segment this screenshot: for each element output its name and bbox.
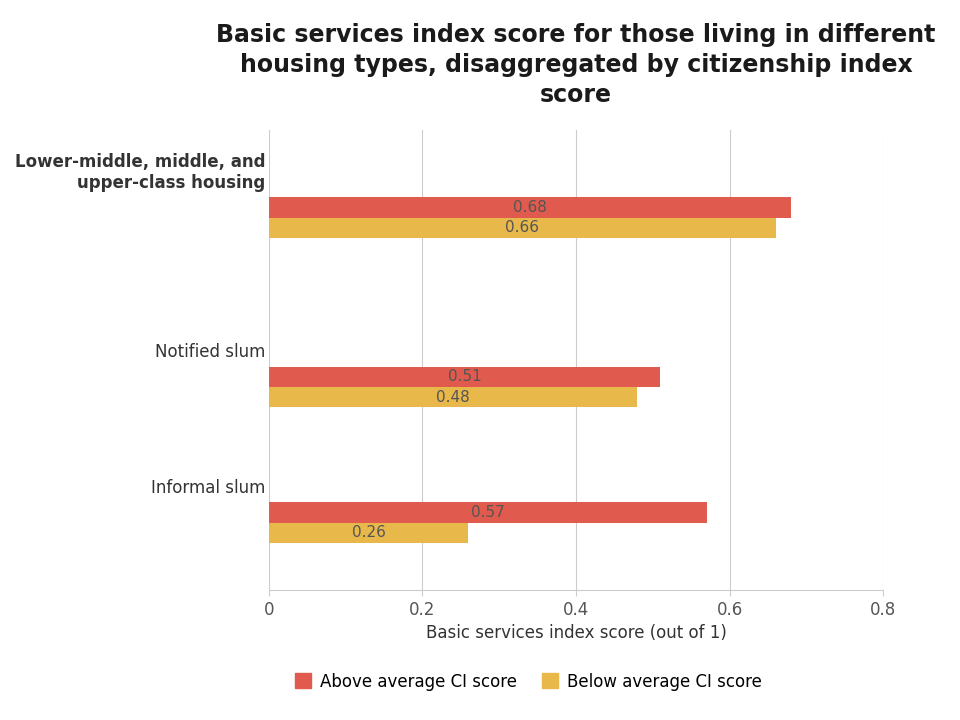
Text: 0.66: 0.66: [505, 220, 540, 235]
Text: 0.57: 0.57: [470, 505, 505, 520]
Title: Basic services index score for those living in different
housing types, disaggre: Basic services index score for those liv…: [216, 24, 936, 107]
Text: Notified slum: Notified slum: [156, 343, 266, 361]
Bar: [269, 523, 468, 543]
Text: 0.26: 0.26: [351, 526, 386, 540]
Text: 0.68: 0.68: [513, 200, 547, 215]
Bar: [269, 366, 660, 387]
Text: 0.48: 0.48: [436, 390, 470, 405]
Bar: [269, 503, 707, 523]
Bar: [269, 387, 637, 408]
Text: 0.51: 0.51: [447, 369, 482, 384]
Bar: [269, 217, 776, 238]
Bar: [269, 197, 791, 217]
X-axis label: Basic services index score (out of 1): Basic services index score (out of 1): [425, 624, 727, 642]
Text: Lower-middle, middle, and
upper-class housing: Lower-middle, middle, and upper-class ho…: [15, 153, 266, 192]
Text: Informal slum: Informal slum: [152, 479, 266, 497]
Legend: Above average CI score, Below average CI score: Above average CI score, Below average CI…: [288, 666, 768, 697]
